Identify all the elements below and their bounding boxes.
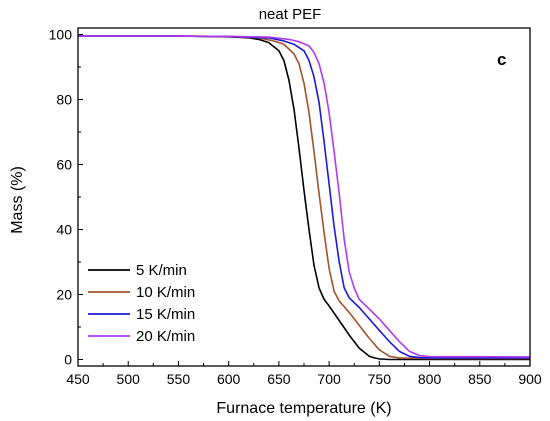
legend-entry: 5 K/min <box>136 262 187 279</box>
ticks-layer: 450 500 550 600 650 700 750 800 850 900 0 20 40 60 80 1… <box>49 27 542 388</box>
y-tick-label: 60 <box>56 157 72 173</box>
x-tick-label: 900 <box>518 371 542 387</box>
x-axis-label: Furnace temperature (K) <box>216 400 391 417</box>
legend-entry: 10 K/min <box>136 284 195 301</box>
series-line <box>78 35 531 358</box>
legend: 5 K/min 10 K/min 15 K/min 20 K/min <box>88 262 195 345</box>
x-tick-label: 650 <box>267 371 291 387</box>
chart-title: neat PEF <box>259 6 322 23</box>
y-tick-label: 100 <box>49 27 73 43</box>
y-tick-label: 20 <box>56 287 72 303</box>
plot-area: 450 500 550 600 650 700 750 800 850 900 0 20 40 60 80 1… <box>49 27 542 388</box>
y-axis-label: Mass (%) <box>9 166 26 234</box>
legend-entry: 20 K/min <box>136 328 195 345</box>
x-tick-label: 450 <box>66 371 90 387</box>
panel-label: c <box>497 50 506 69</box>
series-layer <box>78 35 531 361</box>
x-tick-label: 700 <box>317 371 341 387</box>
legend-entry: 15 K/min <box>136 306 195 323</box>
series-line <box>78 35 530 359</box>
x-tick-label: 750 <box>368 371 392 387</box>
y-tick-label: 0 <box>64 352 72 368</box>
series-line <box>78 35 530 361</box>
x-tick-label: 850 <box>468 371 492 387</box>
x-tick-label: 550 <box>167 371 191 387</box>
x-tick-label: 600 <box>217 371 241 387</box>
x-tick-label: 500 <box>117 371 141 387</box>
series-line <box>78 35 530 360</box>
y-tick-label: 40 <box>56 222 72 238</box>
x-tick-label: 800 <box>418 371 442 387</box>
y-tick-label: 80 <box>56 92 72 108</box>
